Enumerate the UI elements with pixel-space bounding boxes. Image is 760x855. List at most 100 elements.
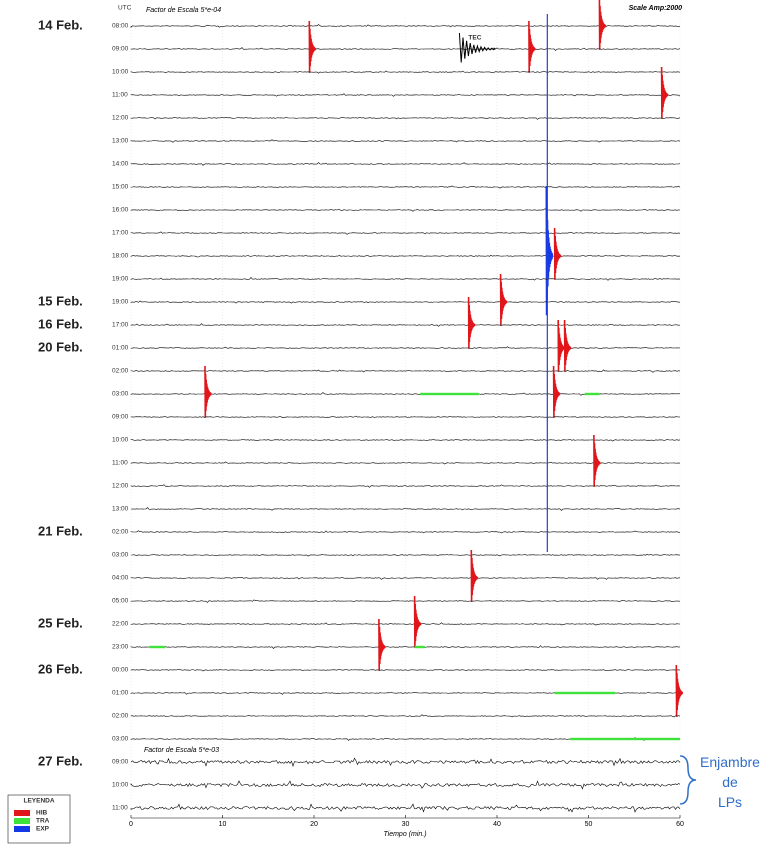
event [458,32,496,63]
time-label: 00:00 [112,667,129,674]
event [660,66,669,119]
tec-label: TEC [468,35,481,42]
x-tick-label: 20 [310,821,318,828]
legend-swatch [14,826,30,832]
x-tick-label: 0 [129,821,133,828]
time-label: 17:00 [112,230,129,237]
x-tick-label: 50 [585,821,593,828]
event [563,319,572,372]
trace [130,530,680,534]
tremor [414,645,425,649]
time-label: 14:00 [112,161,129,168]
legend-swatch [14,818,30,824]
time-label: 03:00 [112,391,129,398]
event [470,549,479,602]
x-tick-label: 10 [219,821,227,828]
trace [130,461,681,465]
time-label: 01:00 [112,345,129,352]
trace [130,117,681,120]
trace [130,300,681,304]
utc-label: UTC [118,5,132,12]
trace [130,669,681,672]
legend-label: EXP [36,826,50,833]
date-label: 27 Feb. [38,753,83,768]
event [413,595,422,648]
event [675,664,684,717]
scale-factor: Factor de Escala 5*e-04 [146,7,221,14]
event [308,20,317,73]
time-label: 23:00 [112,644,129,651]
trace [130,645,681,649]
trace [130,231,681,235]
trace [130,346,681,349]
event [552,365,561,418]
trace [130,803,681,813]
trace [130,507,681,511]
trace [130,208,681,212]
time-label: 19:00 [112,299,129,306]
x-tick-label: 60 [676,821,684,828]
tremor [420,392,479,396]
event [499,273,508,326]
event [593,434,601,487]
event [204,365,212,418]
time-label: 10:00 [112,782,129,789]
date-label: 20 Feb. [38,339,83,354]
tremor [149,645,165,649]
event [467,296,476,349]
time-label: 11:00 [112,460,128,467]
trace [130,780,681,790]
annotation-line: LPs [717,794,743,810]
time-label: 12:00 [112,483,129,490]
time-label: 03:00 [112,552,129,559]
time-label: 22:00 [112,621,129,628]
time-label: 03:00 [112,736,129,743]
x-axis-title: Tiempo (min.) [383,831,426,838]
trace [131,553,681,557]
trace [130,576,681,580]
time-label: 01:00 [112,690,129,697]
trace [130,24,680,29]
trace [130,47,681,51]
time-label: 09:00 [112,46,129,53]
trace [130,185,681,189]
time-label: 10:00 [112,69,129,76]
time-label: 09:00 [112,759,129,766]
legend-title: LEYENDA [23,798,54,805]
scale-factor-bottom: Factor de Escala 5*e-03 [144,747,219,754]
trace [130,70,681,74]
time-label: 15:00 [112,184,129,191]
time-label: 11:00 [112,805,128,812]
legend-label: TRA [36,818,50,825]
time-label: 02:00 [112,529,129,536]
time-label: 17:00 [112,322,129,329]
trace [130,714,681,718]
trace [130,622,680,626]
event [557,319,565,372]
time-label: 12:00 [112,115,129,122]
time-label: 10:00 [112,437,129,444]
x-tick-label: 40 [493,821,501,828]
trace [130,757,681,767]
tremor [554,691,616,695]
event [378,618,386,671]
time-label: 02:00 [112,713,129,720]
time-label: 08:00 [112,23,129,30]
event [553,227,562,280]
tremor [584,392,600,396]
legend-swatch [14,810,30,816]
time-label: 05:00 [112,598,129,605]
x-tick-label: 30 [402,821,410,828]
time-label: 11:00 [112,92,128,99]
trace [130,599,681,603]
time-label: 02:00 [112,368,129,375]
trace [130,162,681,166]
tremor [570,737,680,741]
trace [130,415,681,419]
time-label: 13:00 [112,506,129,513]
annotation: Enjambre de LPs [700,752,760,812]
date-label: 21 Feb. [38,523,83,538]
trace [130,323,681,327]
